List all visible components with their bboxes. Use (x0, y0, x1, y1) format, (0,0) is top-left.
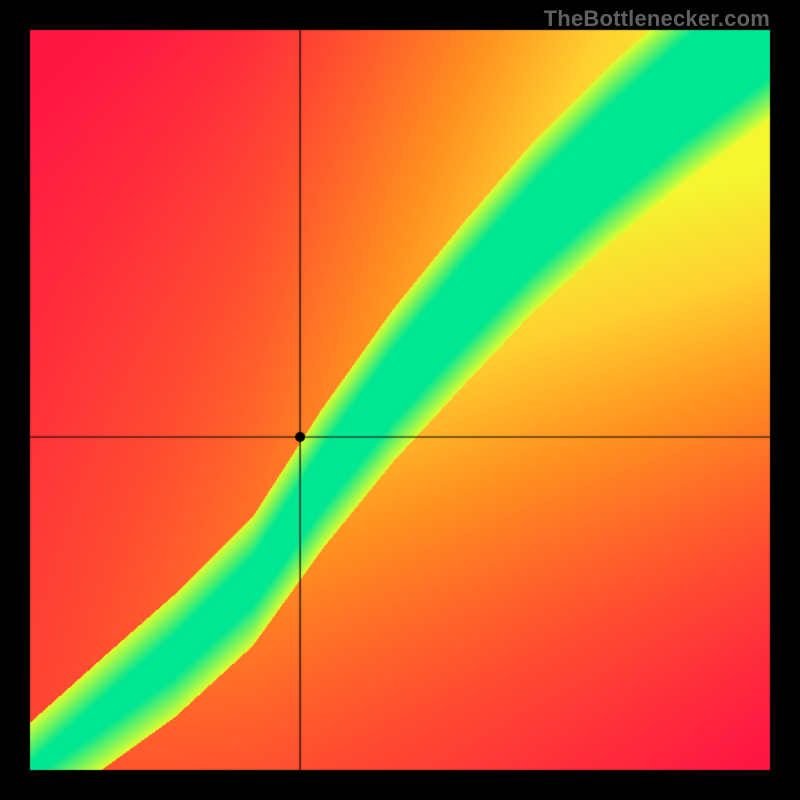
watermark-text: TheBottlenecker.com (544, 6, 770, 32)
crosshair-overlay (0, 0, 800, 800)
chart-container: { "watermark": { "text": "TheBottlenecke… (0, 0, 800, 800)
